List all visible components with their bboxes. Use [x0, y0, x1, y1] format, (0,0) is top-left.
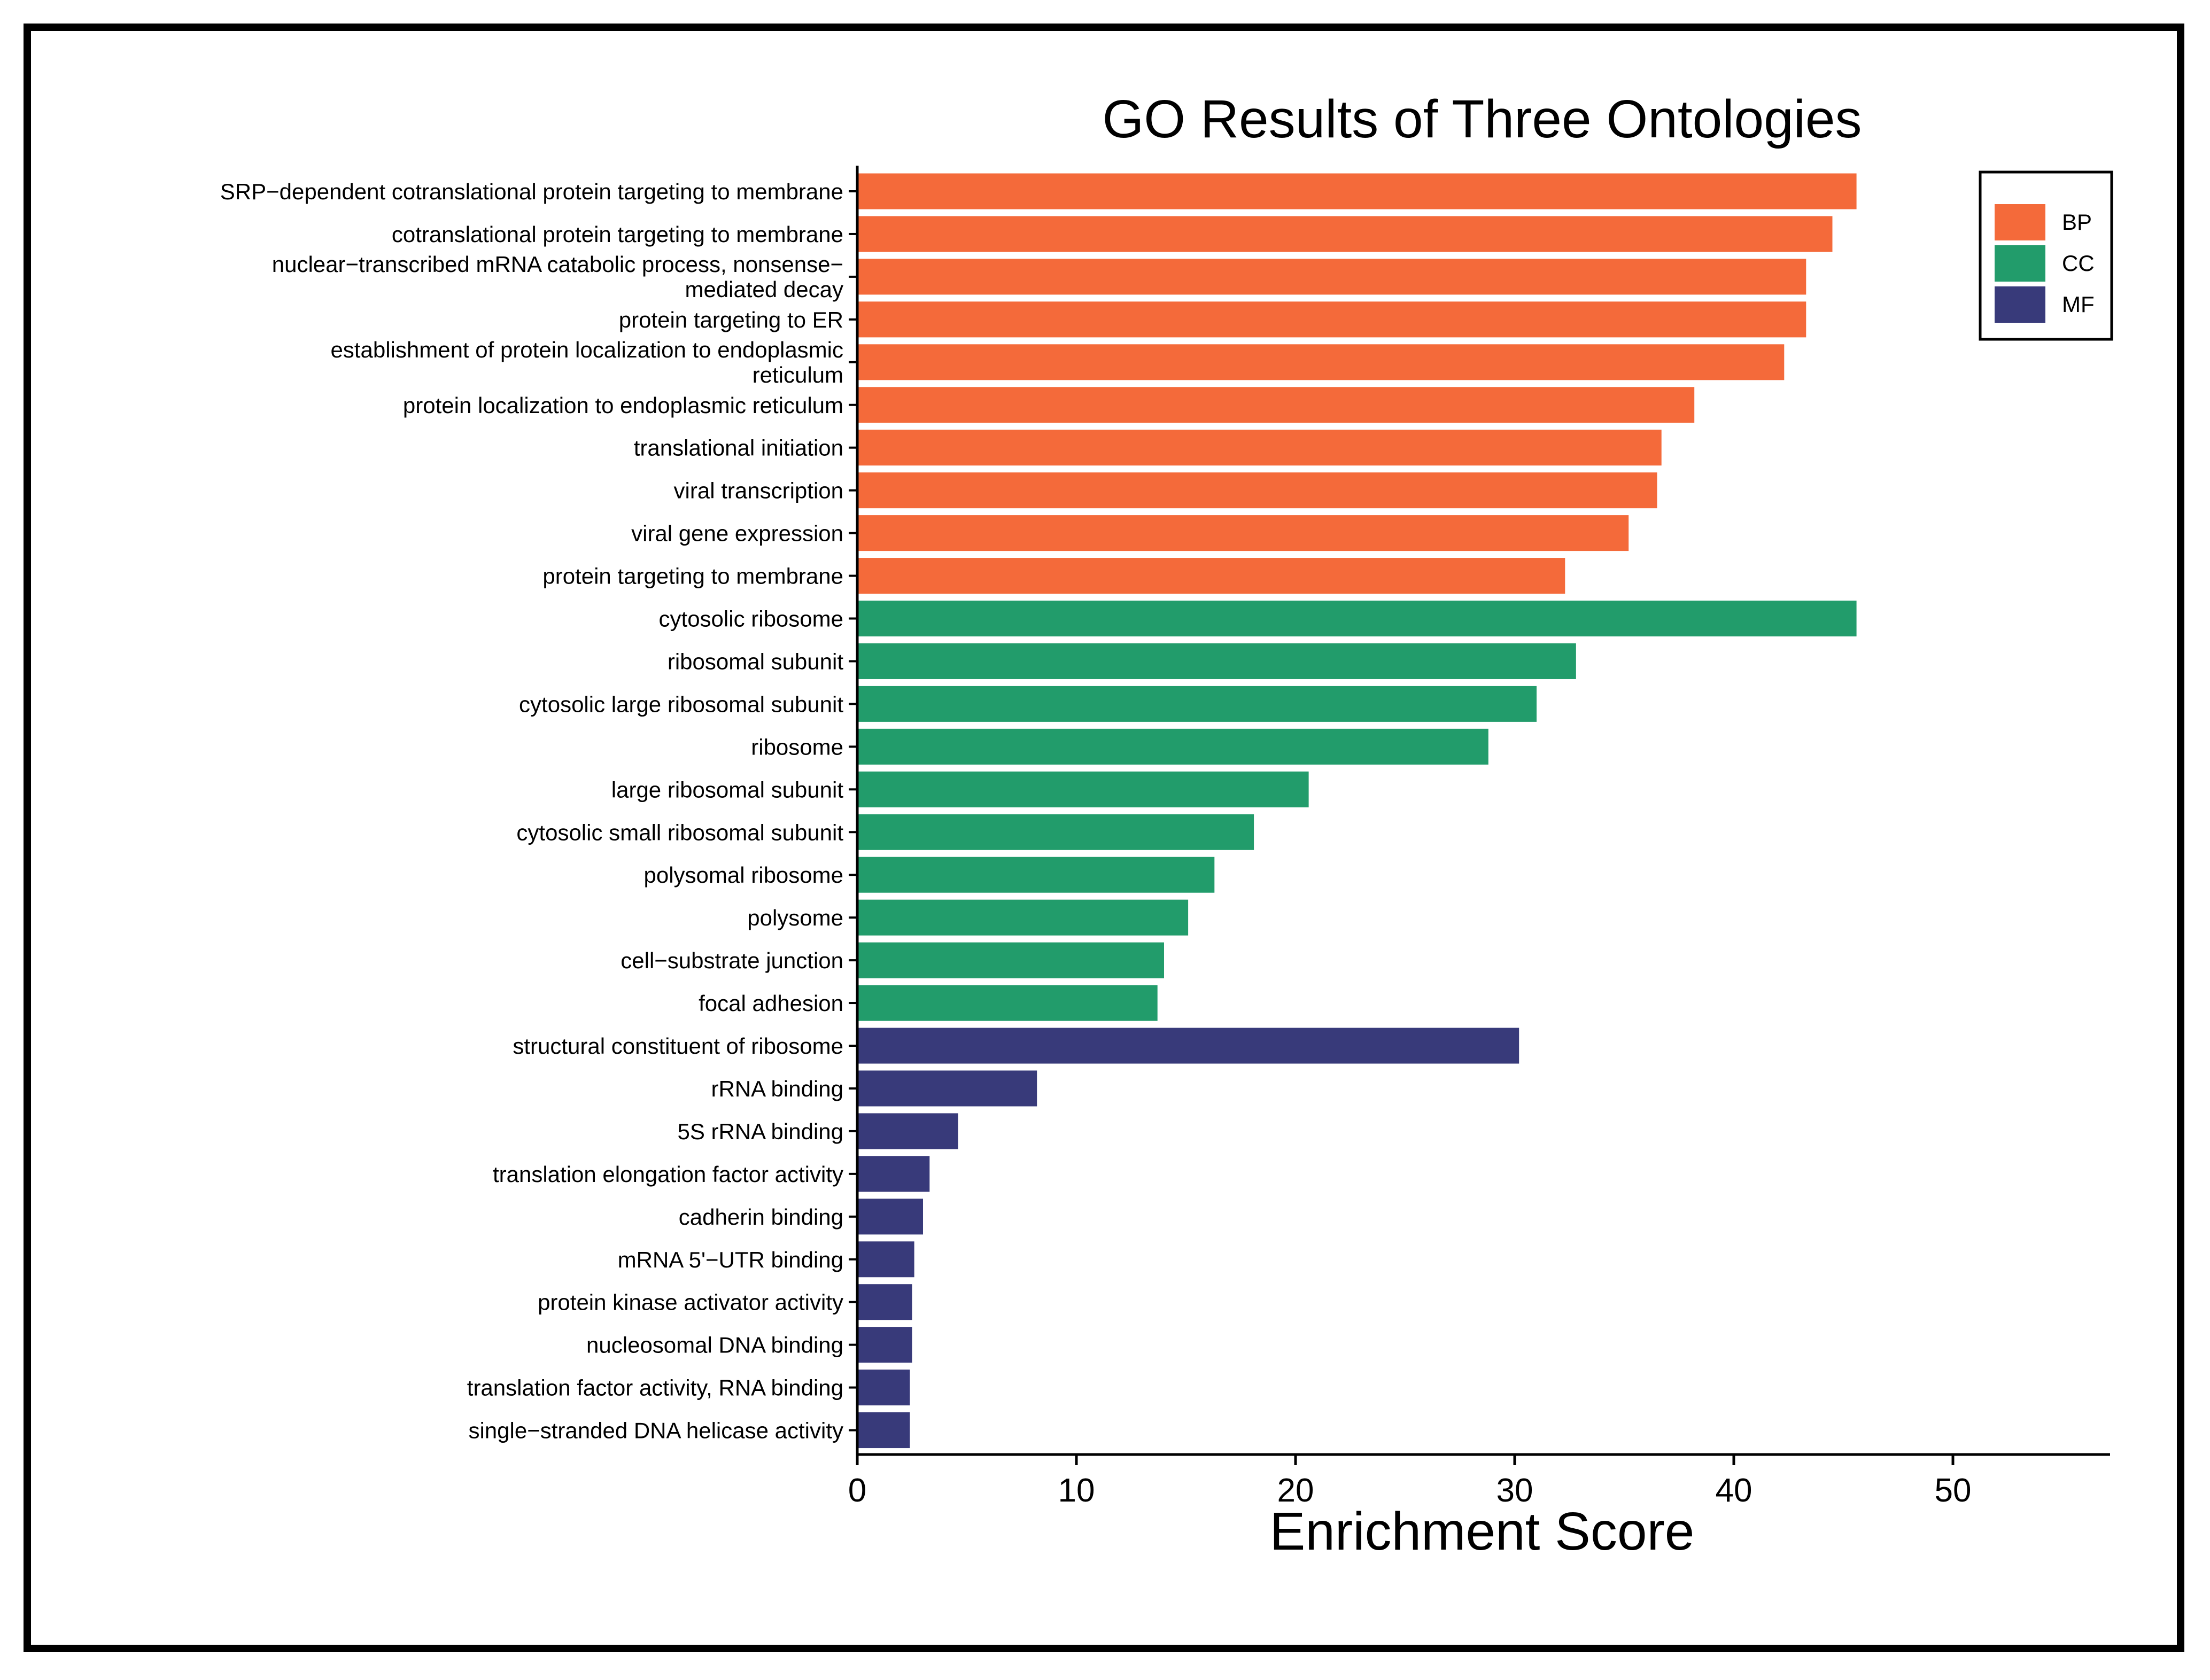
- category-label: translation elongation factor activity: [493, 1162, 843, 1187]
- bar-cc: [858, 601, 1857, 636]
- category-label: structural constituent of ribosome: [513, 1033, 843, 1059]
- bar-bp: [858, 173, 1857, 209]
- bar-mf: [858, 1327, 912, 1363]
- bar-cc: [858, 985, 1158, 1021]
- bar-cc: [858, 728, 1488, 765]
- bar-bp: [858, 430, 1662, 466]
- bar-bp: [858, 515, 1629, 551]
- legend-label-bp: BP: [2062, 209, 2092, 235]
- category-label: large ribosomal subunit: [611, 777, 844, 802]
- legend-swatch-bp: [1995, 204, 2045, 240]
- category-label: cell−substrate junction: [621, 948, 843, 973]
- bar-cc: [858, 814, 1254, 850]
- category-label: rRNA binding: [711, 1076, 843, 1101]
- bar-cc: [858, 899, 1189, 936]
- x-tick-label: 30: [1496, 1472, 1533, 1509]
- bar-cc: [858, 771, 1309, 807]
- category-label: reticulum: [753, 362, 843, 387]
- category-label: mediated decay: [685, 277, 843, 302]
- category-label: polysome: [747, 905, 843, 930]
- x-tick-label: 10: [1058, 1472, 1095, 1509]
- x-tick-label: 40: [1716, 1472, 1753, 1509]
- legend-swatch-cc: [1995, 245, 2045, 282]
- category-label: SRP−dependent cotranslational protein ta…: [220, 179, 843, 204]
- legend-label-mf: MF: [2062, 292, 2095, 317]
- bar-cc: [858, 857, 1215, 893]
- bar-mf: [858, 1199, 923, 1235]
- category-label: protein localization to endoplasmic reti…: [403, 393, 843, 418]
- bar-bp: [858, 259, 1806, 295]
- category-label: protein targeting to ER: [619, 307, 843, 332]
- bar-mf: [858, 1113, 958, 1149]
- category-label: ribosomal subunit: [668, 649, 844, 674]
- x-tick-label: 0: [848, 1472, 866, 1509]
- bar-mf: [858, 1284, 912, 1320]
- category-label: cytosolic ribosome: [659, 606, 843, 632]
- category-label: viral gene expression: [631, 521, 843, 546]
- category-label: translation factor activity, RNA binding: [467, 1375, 843, 1401]
- category-label: viral transcription: [674, 478, 843, 503]
- bar-mf: [858, 1241, 914, 1278]
- legend: BP CC MF: [1979, 170, 2113, 341]
- bar-bp: [858, 344, 1785, 380]
- legend-swatch-mf: [1995, 286, 2045, 323]
- category-label: nucleosomal DNA binding: [586, 1333, 843, 1358]
- x-axis-label: Enrichment Score: [1270, 1502, 1695, 1561]
- category-label: protein targeting to membrane: [542, 564, 843, 589]
- bar-bp: [858, 387, 1695, 423]
- category-label: nuclear−transcribed mRNA catabolic proce…: [272, 252, 843, 277]
- bar-bp: [858, 558, 1565, 594]
- category-label: single−stranded DNA helicase activity: [468, 1418, 843, 1443]
- x-tick-label: 50: [1935, 1472, 1972, 1509]
- bar-bp: [858, 472, 1657, 509]
- bars-group: [858, 173, 1857, 1449]
- bar-cc: [858, 942, 1164, 978]
- x-tick-label: 20: [1277, 1472, 1314, 1509]
- bar-mf: [858, 1412, 910, 1449]
- x-axis: 0 10 20 30 40 50: [848, 166, 2110, 1509]
- category-label: cadherin binding: [679, 1204, 843, 1230]
- y-axis-labels: SRP−dependent cotranslational protein ta…: [220, 179, 857, 1443]
- category-label: mRNA 5'−UTR binding: [618, 1247, 843, 1272]
- category-label: protein kinase activator activity: [538, 1290, 843, 1315]
- category-label: cotranslational protein targeting to mem…: [392, 222, 843, 247]
- category-label: establishment of protein localization to…: [330, 337, 843, 362]
- bar-cc: [858, 643, 1576, 679]
- bar-cc: [858, 686, 1537, 722]
- chart-title: GO Results of Three Ontologies: [1102, 89, 1862, 149]
- category-label: ribosome: [751, 734, 843, 759]
- bar-mf: [858, 1370, 910, 1406]
- legend-label-cc: CC: [2062, 251, 2095, 276]
- category-label: translational initiation: [634, 435, 843, 461]
- bar-mf: [858, 1156, 930, 1192]
- bar-mf: [858, 1070, 1037, 1107]
- category-label: cytosolic small ribosomal subunit: [516, 820, 843, 845]
- bar-bp: [858, 301, 1806, 338]
- category-label: focal adhesion: [699, 991, 843, 1016]
- category-label: 5S rRNA binding: [677, 1119, 843, 1144]
- category-label: cytosolic large ribosomal subunit: [519, 691, 843, 717]
- category-label: polysomal ribosome: [644, 862, 844, 888]
- bar-mf: [858, 1028, 1519, 1064]
- bar-bp: [858, 216, 1833, 252]
